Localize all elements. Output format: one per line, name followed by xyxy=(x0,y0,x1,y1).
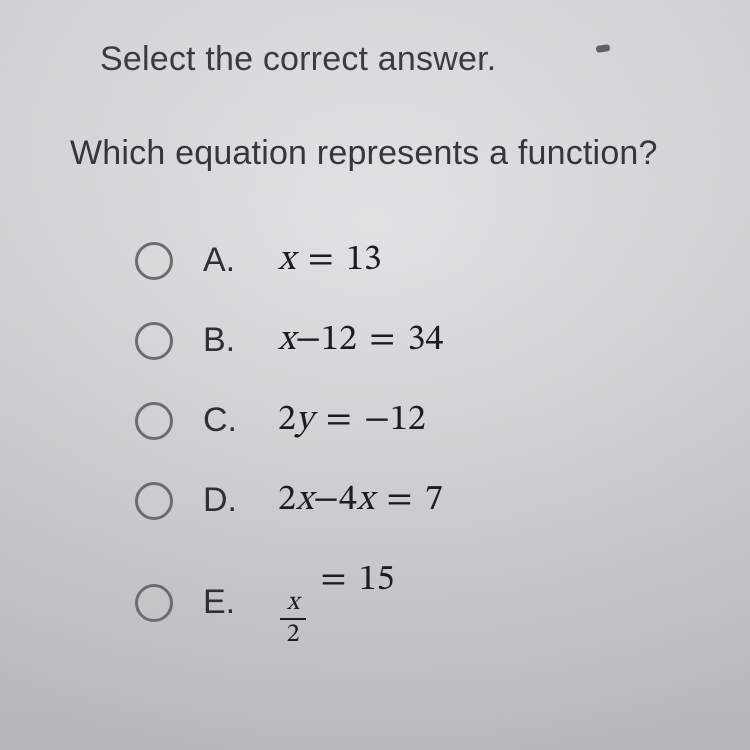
option-e[interactable]: E. x 2 = 15 xyxy=(135,558,705,648)
option-e-equation: x 2 = 15 xyxy=(278,558,395,648)
option-a-label: A. xyxy=(203,241,278,280)
option-c-label: C. xyxy=(203,401,278,440)
option-d[interactable]: D. 2x−4x = 7 xyxy=(135,478,705,523)
options-list: A. x = 13 B. x−12 = 34 C. 2y = −12 xyxy=(135,238,705,648)
option-a-equation: x = 13 xyxy=(278,238,382,283)
radio-icon[interactable] xyxy=(135,242,173,280)
option-c-equation: 2y = −12 xyxy=(278,398,426,443)
radio-icon[interactable] xyxy=(135,402,173,440)
radio-icon[interactable] xyxy=(135,322,173,360)
radio-icon[interactable] xyxy=(135,584,173,622)
radio-icon[interactable] xyxy=(135,482,173,520)
option-b[interactable]: B. x−12 = 34 xyxy=(135,318,705,363)
option-e-label: E. xyxy=(203,583,278,622)
fraction: x 2 xyxy=(280,590,306,648)
option-d-label: D. xyxy=(203,481,278,520)
question-text: Which equation represents a function? xyxy=(70,134,705,173)
option-a[interactable]: A. x = 13 xyxy=(135,238,705,283)
option-c[interactable]: C. 2y = −12 xyxy=(135,398,705,443)
option-b-label: B. xyxy=(203,321,278,360)
instruction-text: Select the correct answer. xyxy=(100,40,705,79)
option-d-equation: 2x−4x = 7 xyxy=(278,478,443,523)
option-b-equation: x−12 = 34 xyxy=(278,318,443,363)
